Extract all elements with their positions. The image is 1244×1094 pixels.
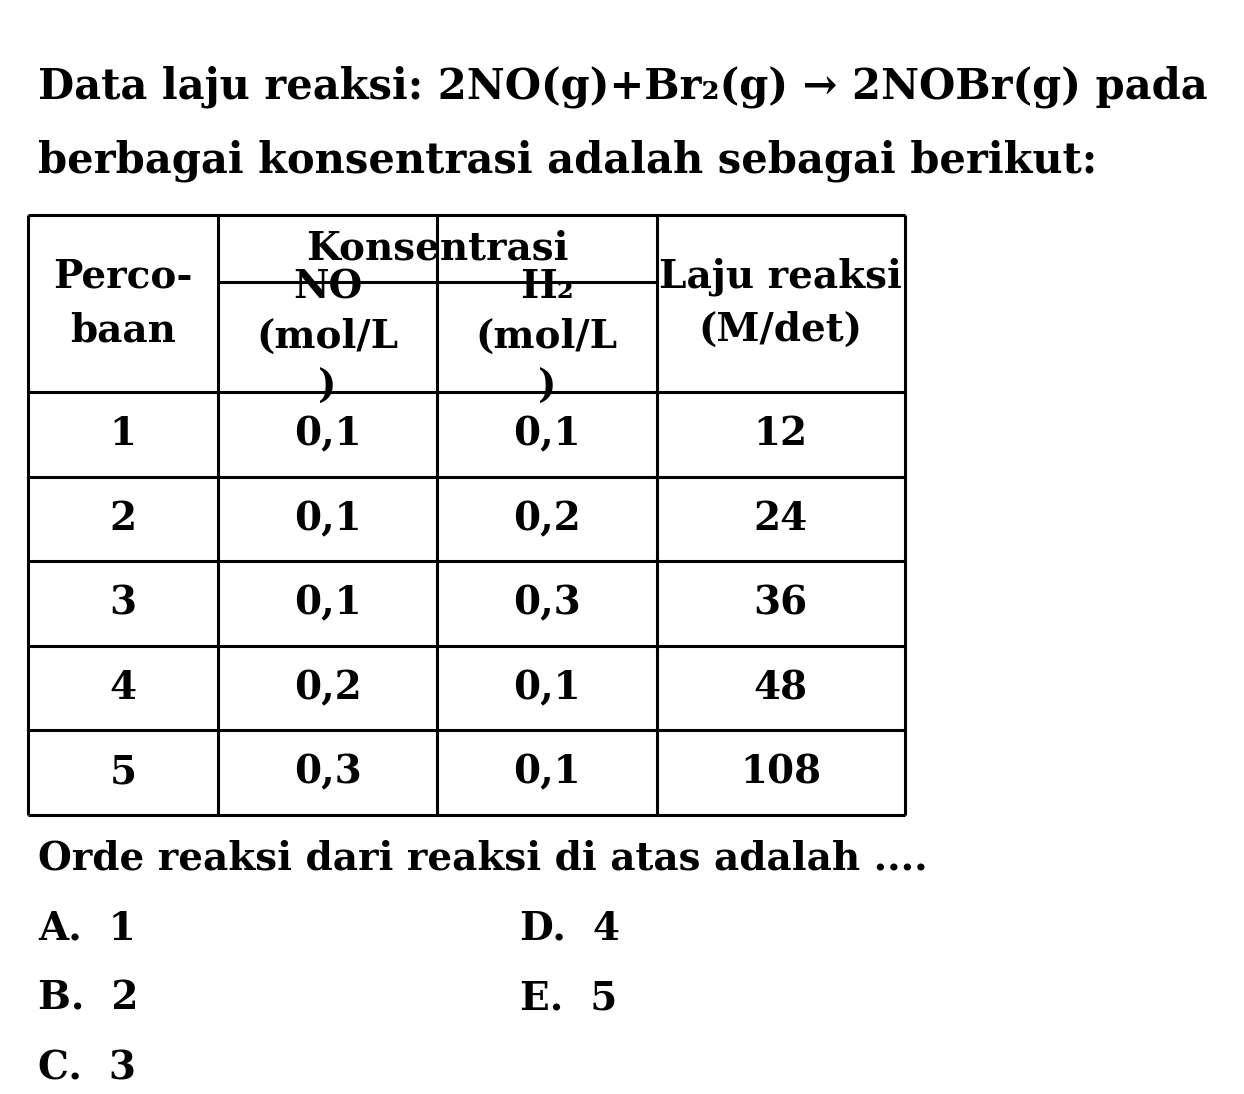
Text: 48: 48 [754, 670, 807, 707]
Text: 0,1: 0,1 [513, 416, 581, 453]
Text: 2: 2 [109, 500, 137, 538]
Text: 0,1: 0,1 [294, 416, 362, 453]
Text: E.  5: E. 5 [520, 980, 617, 1019]
Text: 3: 3 [109, 584, 137, 622]
Text: 0,1: 0,1 [513, 754, 581, 792]
Text: 36: 36 [754, 584, 807, 622]
Text: berbagai konsentrasi adalah sebagai berikut:: berbagai konsentrasi adalah sebagai beri… [39, 140, 1097, 183]
Text: D.  4: D. 4 [520, 910, 620, 948]
Text: A.  1: A. 1 [39, 910, 136, 948]
Text: 0,2: 0,2 [294, 670, 362, 707]
Text: B.  2: B. 2 [39, 980, 138, 1019]
Text: Laju reaksi
(M/det): Laju reaksi (M/det) [659, 258, 902, 349]
Text: Perco-
baan: Perco- baan [53, 258, 193, 349]
Text: Orde reaksi dari reaksi di atas adalah ....: Orde reaksi dari reaksi di atas adalah .… [39, 840, 928, 878]
Text: 4: 4 [109, 670, 137, 707]
Text: NO
(mol/L
): NO (mol/L ) [256, 268, 399, 406]
Text: 0,2: 0,2 [513, 500, 581, 538]
Text: 24: 24 [754, 500, 807, 538]
Text: 0,1: 0,1 [294, 584, 362, 622]
Text: 0,3: 0,3 [513, 584, 581, 622]
Text: 1: 1 [109, 416, 137, 453]
Text: 12: 12 [754, 416, 807, 453]
Text: Data laju reaksi: 2NO(g)+Br₂(g) → 2NOBr(g) pada: Data laju reaksi: 2NO(g)+Br₂(g) → 2NOBr(… [39, 65, 1208, 107]
Text: 108: 108 [740, 754, 821, 792]
Text: 5: 5 [109, 754, 137, 792]
Text: H₂
(mol/L
): H₂ (mol/L ) [475, 268, 618, 406]
Text: 0,1: 0,1 [294, 500, 362, 538]
Text: Konsentrasi: Konsentrasi [306, 230, 569, 268]
Text: 0,3: 0,3 [294, 754, 362, 792]
Text: C.  3: C. 3 [39, 1050, 136, 1089]
Text: 0,1: 0,1 [513, 670, 581, 707]
